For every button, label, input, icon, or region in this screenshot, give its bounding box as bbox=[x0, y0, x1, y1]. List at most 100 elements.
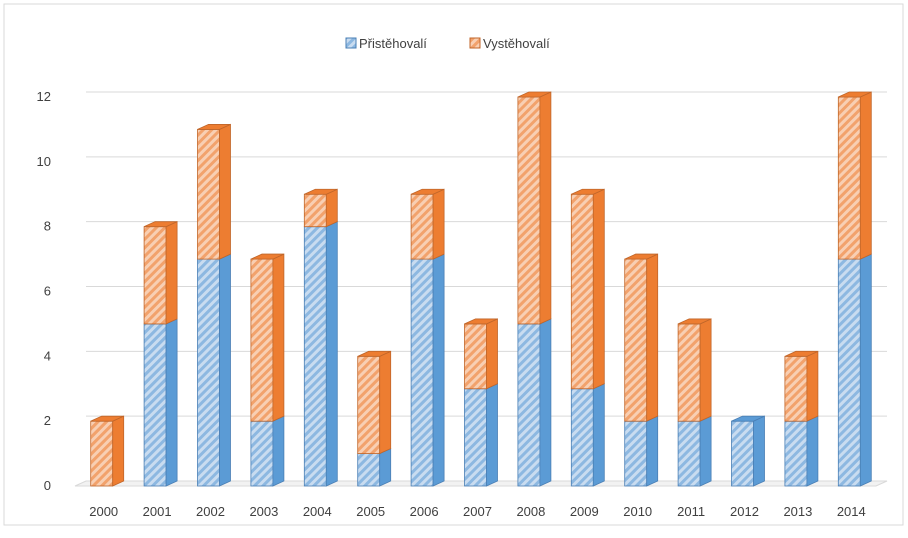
bar-segment bbox=[464, 383, 498, 487]
bar-segment bbox=[570, 383, 605, 487]
bar-segment bbox=[570, 188, 605, 390]
bar-side bbox=[272, 253, 285, 422]
y-tick-label: 4 bbox=[44, 348, 51, 363]
bar-segment bbox=[410, 188, 445, 260]
x-tick-label: 2013 bbox=[783, 504, 812, 519]
bar-top bbox=[784, 350, 819, 357]
bar-side bbox=[432, 253, 445, 487]
x-tick-label: 2007 bbox=[463, 504, 492, 519]
x-tick-label: 2010 bbox=[623, 504, 652, 519]
bar-front bbox=[357, 355, 381, 454]
legend-swatch bbox=[469, 37, 481, 49]
bar-segment bbox=[517, 91, 552, 325]
x-tick-label: 2000 bbox=[89, 504, 118, 519]
bar-segment bbox=[143, 318, 178, 487]
bar-front bbox=[90, 420, 114, 487]
x-tick-label: 2012 bbox=[730, 504, 759, 519]
bar-segment bbox=[357, 350, 392, 455]
bar-segment bbox=[303, 221, 338, 487]
legend-item: Přistěhovalí bbox=[345, 36, 427, 51]
bar-front bbox=[837, 96, 861, 260]
bar-front bbox=[624, 420, 648, 487]
bar-front bbox=[570, 388, 594, 487]
x-tick-label: 2005 bbox=[356, 504, 385, 519]
bar-top bbox=[410, 188, 445, 195]
x-tick-label: 2014 bbox=[837, 504, 866, 519]
bar-front bbox=[250, 420, 274, 487]
bar-side bbox=[432, 188, 445, 260]
bar-top bbox=[624, 253, 658, 260]
bar-front bbox=[464, 323, 487, 390]
y-tick-label: 0 bbox=[44, 478, 51, 493]
bar-side bbox=[165, 318, 178, 487]
bar-side bbox=[325, 188, 338, 228]
bar-side bbox=[646, 415, 659, 487]
bar-top bbox=[357, 350, 391, 357]
bar-top bbox=[197, 124, 231, 130]
y-tick-label: 2 bbox=[44, 413, 51, 428]
x-tick-label: 2006 bbox=[410, 504, 439, 519]
bar-top bbox=[90, 415, 124, 422]
bar-side bbox=[539, 91, 552, 325]
bar-front bbox=[303, 226, 327, 487]
y-tick-label: 12 bbox=[37, 89, 51, 104]
bar-front bbox=[517, 323, 541, 487]
bar-segment bbox=[303, 188, 338, 228]
x-tick-label: 2002 bbox=[196, 504, 225, 519]
bar-front bbox=[143, 226, 167, 325]
bar-front bbox=[837, 258, 861, 487]
y-tick-label: 8 bbox=[44, 219, 51, 234]
bar-side bbox=[859, 253, 872, 487]
bar-front bbox=[784, 420, 808, 487]
legend-item: Vystěhovalí bbox=[469, 36, 550, 51]
bar-side bbox=[753, 415, 765, 487]
bar-top bbox=[731, 415, 765, 422]
bar-front bbox=[677, 420, 701, 487]
bar-front bbox=[250, 258, 274, 422]
bar-top bbox=[304, 188, 338, 195]
bar-top bbox=[143, 221, 178, 228]
bar-front bbox=[624, 258, 648, 422]
bar-front bbox=[517, 96, 541, 325]
bar-front bbox=[410, 193, 434, 260]
bar-side bbox=[486, 318, 498, 390]
bar-side bbox=[219, 123, 231, 260]
bar-segment bbox=[677, 318, 712, 422]
x-tick-label: 2003 bbox=[249, 504, 278, 519]
bar-side bbox=[379, 350, 392, 455]
x-tick-label: 2004 bbox=[303, 504, 332, 519]
x-tick-label: 2009 bbox=[570, 504, 599, 519]
bar-segment bbox=[837, 91, 872, 260]
bar-segment bbox=[624, 253, 659, 422]
x-tick-label: 2011 bbox=[677, 504, 705, 519]
bar-segment bbox=[784, 350, 819, 422]
bar-segment bbox=[677, 415, 712, 487]
bar-segment bbox=[517, 318, 552, 487]
bar-side bbox=[699, 318, 712, 422]
legend-swatch bbox=[345, 37, 357, 49]
bar-side bbox=[539, 318, 552, 487]
bar-front bbox=[570, 193, 594, 390]
bar-side bbox=[646, 253, 659, 422]
bar-side bbox=[859, 91, 872, 260]
legend-label: Přistěhovalí bbox=[359, 36, 427, 51]
bar-front bbox=[784, 355, 808, 422]
bar-side bbox=[379, 447, 392, 487]
bar-segment bbox=[464, 318, 498, 390]
bar-side bbox=[325, 221, 338, 487]
bar-segment bbox=[624, 415, 659, 487]
legend: Přistěhovalí Vystěhovalí bbox=[345, 36, 550, 51]
bar-top bbox=[571, 188, 605, 195]
x-axis: 2000 2001 2002 2003 2004 2005 2006 2007 2008 2009… bbox=[89, 504, 866, 519]
bars bbox=[90, 91, 872, 487]
bar-segment bbox=[357, 447, 392, 487]
y-axis: 0 2 4 6 8 10 12 bbox=[37, 89, 51, 493]
bar-top bbox=[677, 318, 712, 325]
bar-segment bbox=[143, 221, 178, 325]
chart-frame bbox=[3, 3, 904, 526]
bar-side bbox=[699, 415, 712, 487]
legend-label: Vystěhovalí bbox=[483, 36, 550, 51]
bar-side bbox=[165, 221, 178, 325]
bar-segment bbox=[250, 415, 285, 487]
